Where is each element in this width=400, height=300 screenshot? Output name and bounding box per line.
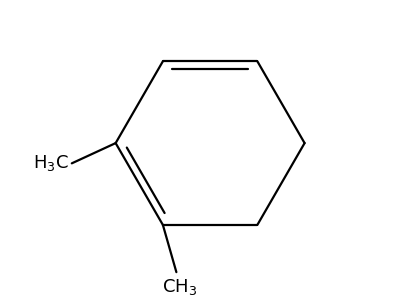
- Text: CH$_3$: CH$_3$: [162, 277, 197, 297]
- Text: H$_3$C: H$_3$C: [33, 153, 68, 173]
